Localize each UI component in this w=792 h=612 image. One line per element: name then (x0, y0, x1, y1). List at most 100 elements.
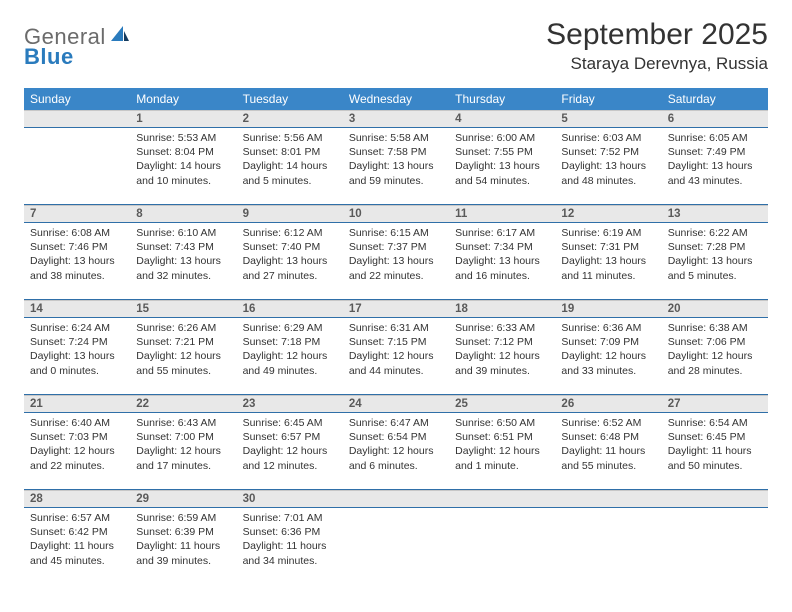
daynum-cell: 24 (343, 396, 449, 412)
day-cell: Sunrise: 6:17 AMSunset: 7:34 PMDaylight:… (449, 223, 555, 299)
sunset-line: Sunset: 7:46 PM (30, 240, 124, 254)
day-cell: Sunrise: 6:38 AMSunset: 7:06 PMDaylight:… (662, 318, 768, 394)
sunset-line: Sunset: 7:34 PM (455, 240, 549, 254)
day-cell: Sunrise: 6:03 AMSunset: 7:52 PMDaylight:… (555, 128, 661, 204)
sunset-line: Sunset: 7:09 PM (561, 335, 655, 349)
day-cell: Sunrise: 6:15 AMSunset: 7:37 PMDaylight:… (343, 223, 449, 299)
info-row: Sunrise: 5:53 AMSunset: 8:04 PMDaylight:… (24, 128, 768, 205)
daynum-cell: 23 (237, 396, 343, 412)
daylight-line: Daylight: 12 hours and 28 minutes. (668, 349, 762, 377)
sunset-line: Sunset: 7:37 PM (349, 240, 443, 254)
daynum-cell (24, 111, 130, 127)
location: Staraya Derevnya, Russia (546, 54, 768, 74)
daynum-cell: 12 (555, 206, 661, 222)
daylight-line: Daylight: 13 hours and 5 minutes. (668, 254, 762, 282)
day-info: Sunrise: 6:00 AMSunset: 7:55 PMDaylight:… (455, 131, 549, 188)
daylight-line: Daylight: 12 hours and 49 minutes. (243, 349, 337, 377)
title-block: September 2025 Staraya Derevnya, Russia (546, 18, 768, 74)
empty-cell (449, 508, 555, 584)
day-cell: Sunrise: 6:40 AMSunset: 7:03 PMDaylight:… (24, 413, 130, 489)
daynum-cell: 15 (130, 301, 236, 317)
daynum-cell (343, 491, 449, 507)
daylight-line: Daylight: 13 hours and 59 minutes. (349, 159, 443, 187)
sunset-line: Sunset: 7:43 PM (136, 240, 230, 254)
daynum-cell: 13 (662, 206, 768, 222)
dayname-row: SundayMondayTuesdayWednesdayThursdayFrid… (24, 88, 768, 110)
header: General September 2025 Staraya Derevnya,… (24, 18, 768, 74)
sunrise-line: Sunrise: 6:57 AM (30, 511, 124, 525)
dayname: Saturday (662, 88, 768, 110)
sunrise-line: Sunrise: 6:47 AM (349, 416, 443, 430)
sunrise-line: Sunrise: 6:43 AM (136, 416, 230, 430)
dayname: Sunday (24, 88, 130, 110)
daylight-line: Daylight: 12 hours and 12 minutes. (243, 444, 337, 472)
sunset-line: Sunset: 7:06 PM (668, 335, 762, 349)
day-info: Sunrise: 6:12 AMSunset: 7:40 PMDaylight:… (243, 226, 337, 283)
calendar-page: General September 2025 Staraya Derevnya,… (0, 0, 792, 584)
day-cell: Sunrise: 6:59 AMSunset: 6:39 PMDaylight:… (130, 508, 236, 584)
empty-cell (24, 128, 130, 204)
daynum-cell: 26 (555, 396, 661, 412)
daynum-cell: 27 (662, 396, 768, 412)
daylight-line: Daylight: 12 hours and 33 minutes. (561, 349, 655, 377)
daylight-line: Daylight: 13 hours and 16 minutes. (455, 254, 549, 282)
calendar: SundayMondayTuesdayWednesdayThursdayFrid… (24, 88, 768, 584)
day-info: Sunrise: 6:47 AMSunset: 6:54 PMDaylight:… (349, 416, 443, 473)
sunrise-line: Sunrise: 6:03 AM (561, 131, 655, 145)
daynum-cell: 16 (237, 301, 343, 317)
daynum-cell: 2 (237, 111, 343, 127)
sunrise-line: Sunrise: 6:00 AM (455, 131, 549, 145)
day-info: Sunrise: 6:26 AMSunset: 7:21 PMDaylight:… (136, 321, 230, 378)
sunset-line: Sunset: 7:15 PM (349, 335, 443, 349)
sunset-line: Sunset: 7:52 PM (561, 145, 655, 159)
day-cell: Sunrise: 5:58 AMSunset: 7:58 PMDaylight:… (343, 128, 449, 204)
day-info: Sunrise: 6:38 AMSunset: 7:06 PMDaylight:… (668, 321, 762, 378)
sunrise-line: Sunrise: 6:17 AM (455, 226, 549, 240)
daylight-line: Daylight: 13 hours and 54 minutes. (455, 159, 549, 187)
daynum-row: 21222324252627 (24, 395, 768, 413)
day-info: Sunrise: 6:54 AMSunset: 6:45 PMDaylight:… (668, 416, 762, 473)
daylight-line: Daylight: 13 hours and 48 minutes. (561, 159, 655, 187)
daynum-cell: 19 (555, 301, 661, 317)
dayname: Monday (130, 88, 236, 110)
daynum-cell (555, 491, 661, 507)
daylight-line: Daylight: 12 hours and 6 minutes. (349, 444, 443, 472)
daynum-cell: 17 (343, 301, 449, 317)
daynum-row: 78910111213 (24, 205, 768, 223)
daylight-line: Daylight: 11 hours and 34 minutes. (243, 539, 337, 567)
sunrise-line: Sunrise: 6:52 AM (561, 416, 655, 430)
info-row: Sunrise: 6:24 AMSunset: 7:24 PMDaylight:… (24, 318, 768, 395)
day-cell: Sunrise: 6:29 AMSunset: 7:18 PMDaylight:… (237, 318, 343, 394)
day-info: Sunrise: 6:08 AMSunset: 7:46 PMDaylight:… (30, 226, 124, 283)
logo-line2: Blue (24, 44, 74, 70)
empty-cell (555, 508, 661, 584)
day-info: Sunrise: 6:10 AMSunset: 7:43 PMDaylight:… (136, 226, 230, 283)
day-info: Sunrise: 6:50 AMSunset: 6:51 PMDaylight:… (455, 416, 549, 473)
daynum-cell: 14 (24, 301, 130, 317)
day-cell: Sunrise: 7:01 AMSunset: 6:36 PMDaylight:… (237, 508, 343, 584)
daylight-line: Daylight: 12 hours and 22 minutes. (30, 444, 124, 472)
day-info: Sunrise: 6:45 AMSunset: 6:57 PMDaylight:… (243, 416, 337, 473)
daynum-cell (662, 491, 768, 507)
sunrise-line: Sunrise: 6:10 AM (136, 226, 230, 240)
empty-cell (343, 508, 449, 584)
sunrise-line: Sunrise: 5:58 AM (349, 131, 443, 145)
day-cell: Sunrise: 6:24 AMSunset: 7:24 PMDaylight:… (24, 318, 130, 394)
info-row: Sunrise: 6:57 AMSunset: 6:42 PMDaylight:… (24, 508, 768, 584)
sunrise-line: Sunrise: 6:50 AM (455, 416, 549, 430)
daylight-line: Daylight: 12 hours and 44 minutes. (349, 349, 443, 377)
day-info: Sunrise: 5:56 AMSunset: 8:01 PMDaylight:… (243, 131, 337, 188)
weeks-container: 123456Sunrise: 5:53 AMSunset: 8:04 PMDay… (24, 110, 768, 584)
sunset-line: Sunset: 7:00 PM (136, 430, 230, 444)
daynum-cell: 20 (662, 301, 768, 317)
sunset-line: Sunset: 7:49 PM (668, 145, 762, 159)
day-cell: Sunrise: 6:10 AMSunset: 7:43 PMDaylight:… (130, 223, 236, 299)
daylight-line: Daylight: 14 hours and 5 minutes. (243, 159, 337, 187)
sunset-line: Sunset: 7:24 PM (30, 335, 124, 349)
day-info: Sunrise: 6:19 AMSunset: 7:31 PMDaylight:… (561, 226, 655, 283)
sunset-line: Sunset: 6:39 PM (136, 525, 230, 539)
daynum-cell: 6 (662, 111, 768, 127)
daylight-line: Daylight: 13 hours and 38 minutes. (30, 254, 124, 282)
month-title: September 2025 (546, 18, 768, 52)
daylight-line: Daylight: 13 hours and 11 minutes. (561, 254, 655, 282)
